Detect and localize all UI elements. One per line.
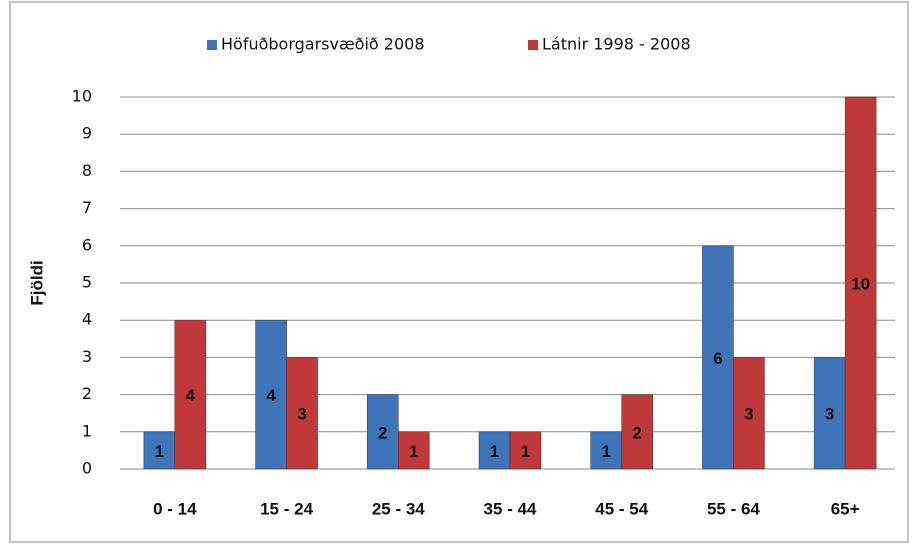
y-tick-label: 6 xyxy=(82,235,92,254)
bar xyxy=(286,357,318,470)
x-tick-label: 55 - 64 xyxy=(707,499,760,518)
x-tick-label: 25 - 34 xyxy=(372,499,425,518)
data-label: 1 xyxy=(490,442,499,461)
bar xyxy=(143,431,176,470)
bar xyxy=(398,431,430,470)
x-tick-label: 45 - 54 xyxy=(595,499,648,518)
y-tick-label: 2 xyxy=(82,384,92,403)
data-label: 1 xyxy=(409,442,418,461)
bar xyxy=(255,319,287,470)
data-label: 10 xyxy=(851,274,870,293)
bar xyxy=(174,319,207,470)
y-axis-label: Fjöldi xyxy=(27,260,46,305)
bar xyxy=(621,394,653,470)
data-label: 6 xyxy=(713,349,722,368)
data-label: 3 xyxy=(744,405,753,424)
y-tick-label: 9 xyxy=(82,124,92,143)
x-tick-label: 35 - 44 xyxy=(484,499,537,518)
y-tick-label: 5 xyxy=(82,273,92,292)
x-tick-label: 0 - 14 xyxy=(153,499,197,518)
x-tick-label: 65+ xyxy=(831,499,860,518)
data-label: 2 xyxy=(378,423,387,442)
data-label: 2 xyxy=(632,423,641,442)
y-tick-label: 3 xyxy=(82,347,92,366)
legend-swatch xyxy=(207,40,217,50)
legend-swatch xyxy=(528,40,538,50)
bar xyxy=(367,394,399,470)
y-tick-label: 4 xyxy=(82,310,92,329)
bar xyxy=(733,357,765,470)
data-label: 4 xyxy=(186,386,196,405)
bar xyxy=(702,245,734,470)
data-label: 1 xyxy=(155,442,164,461)
y-tick-label: 8 xyxy=(82,161,92,180)
bar xyxy=(590,431,622,470)
data-label: 3 xyxy=(825,405,834,424)
y-tick-label: 0 xyxy=(82,459,92,478)
legend-label: Látnir 1998 - 2008 xyxy=(542,35,691,54)
y-tick-label: 7 xyxy=(82,198,92,217)
data-label: 1 xyxy=(521,442,530,461)
bar xyxy=(844,96,877,470)
data-label: 3 xyxy=(297,405,306,424)
bar xyxy=(509,431,542,470)
data-label: 1 xyxy=(601,442,610,461)
legend-label: Höfuðborgarsvæðið 2008 xyxy=(221,35,425,54)
data-label: 4 xyxy=(266,386,276,405)
y-tick-label: 10 xyxy=(72,87,92,106)
bar xyxy=(813,357,846,470)
x-tick-label: 15 - 24 xyxy=(260,499,313,518)
y-tick-label: 1 xyxy=(82,421,92,440)
